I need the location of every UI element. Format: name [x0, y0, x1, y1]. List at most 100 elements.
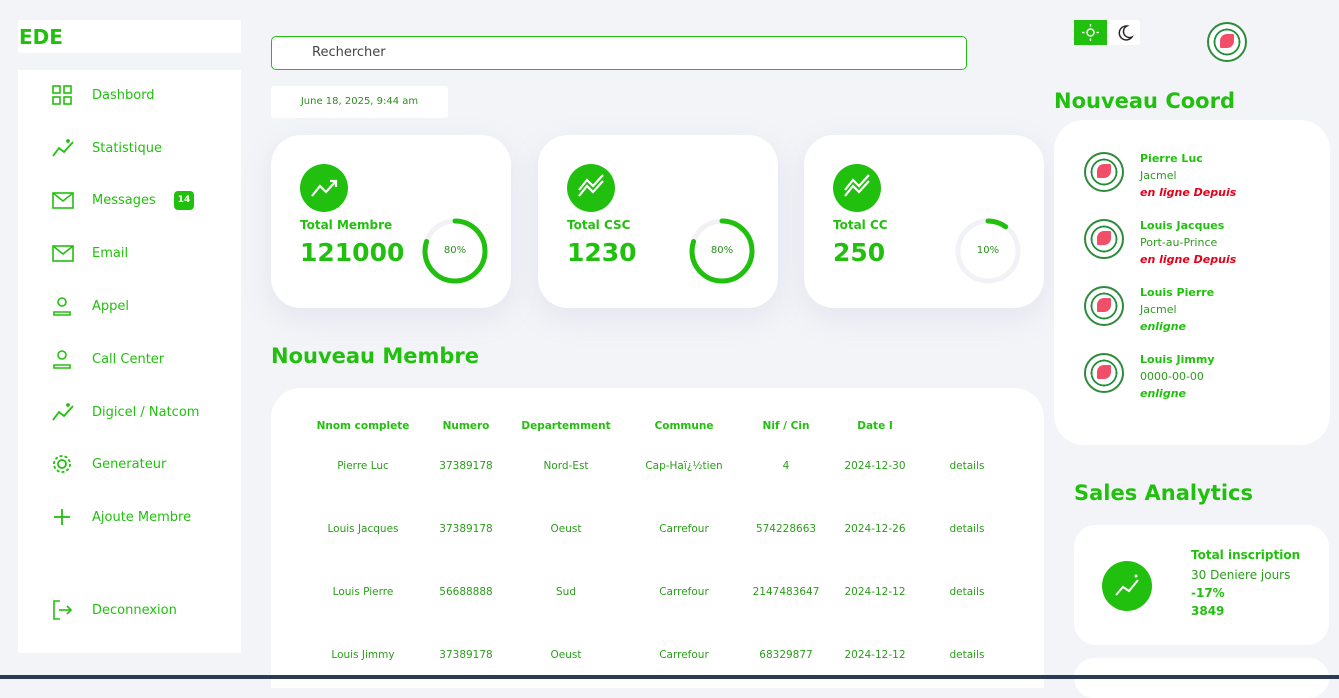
bottom-bar: [0, 675, 1339, 679]
coord-entry: Louis Jimmy 0000-00-00 enligne: [1140, 351, 1215, 402]
card-icon: [567, 164, 615, 212]
nav-item[interactable]: Digicel / Natcom: [18, 401, 241, 425]
coord-entry: Louis Jacques Port-au-Prince en ligne Depu…: [1140, 217, 1236, 268]
glyph: [311, 180, 337, 197]
card-title: Total CSC: [567, 218, 631, 232]
table-cell: Louis Jimmy: [331, 649, 395, 661]
table-cell: Oeust: [550, 649, 582, 661]
table-cell: Louis Pierre: [332, 586, 394, 598]
brand: EDE: [18, 20, 241, 53]
members-title: Nouveau Membre: [271, 344, 479, 368]
sales-icon: [1102, 561, 1152, 611]
nav-item[interactable]: Dashbord: [18, 84, 241, 108]
progress-ring: [689, 218, 755, 284]
nav-item[interactable]: Ajoute Membre: [18, 506, 241, 530]
coord-place: Jacmel: [1140, 169, 1177, 182]
table-cell: Sud: [556, 586, 576, 598]
table-cell: Nord-Est: [543, 460, 589, 472]
stat-card: Total Membre 121000 80%: [271, 135, 511, 308]
search-placeholder: Rechercher: [312, 45, 386, 60]
table-cell: Louis Jacques: [327, 523, 399, 535]
nav-label[interactable]: Ajoute Membre: [92, 510, 192, 525]
card-percent: 80%: [443, 245, 467, 256]
table-cell: 68329877: [759, 649, 813, 661]
nav-item[interactable]: Statistique: [18, 137, 241, 161]
nav-label[interactable]: Appel: [92, 299, 130, 314]
sales-period: 30 Deniere jours: [1191, 568, 1291, 582]
coord-name: Louis Pierre: [1140, 286, 1215, 299]
nav-label[interactable]: Email: [92, 246, 129, 261]
table-cell: 4: [782, 460, 790, 472]
sales-change: -17%: [1191, 586, 1225, 600]
sidebar: Dashbord Statistique Messages 14 Email Ap…: [18, 70, 241, 653]
table-cell: 2147483647: [752, 586, 820, 598]
sales-total: 3849: [1191, 604, 1225, 618]
coord-name: Louis Jimmy: [1140, 353, 1215, 366]
glyph: [330, 179, 338, 187]
coord-status: enligne: [1140, 320, 1186, 333]
coord-status: en ligne Depuis: [1140, 186, 1237, 199]
details-link: details: [949, 523, 985, 535]
nav-badge: 14: [174, 191, 194, 210]
table-cell: 2024-12-12: [844, 586, 906, 598]
nav-item[interactable]: Appel: [18, 295, 241, 319]
members-table: Nnom complete Numero Departemment Commune Ni…: [271, 388, 1044, 688]
coord-logo: [1084, 219, 1124, 259]
table-header: Nif / Cin: [762, 420, 810, 432]
nav-item[interactable]: Messages 14: [18, 189, 241, 213]
card-icon: [300, 164, 348, 212]
table-header: Commune: [654, 420, 714, 432]
nav-item[interactable]: Generateur: [18, 453, 241, 477]
table-cell: 2024-12-30: [844, 460, 906, 472]
nav-label[interactable]: Messages: [92, 193, 156, 208]
table-header: Nnom complete: [316, 420, 410, 432]
table-header: Numero: [442, 420, 490, 432]
ring-arc: [422, 218, 488, 284]
coord-place: Port-au-Prince: [1140, 236, 1218, 249]
table-header: Date I: [857, 420, 893, 432]
stat-card: Total CC 250 10%: [804, 135, 1044, 308]
coord-place: Jacmel: [1140, 303, 1177, 316]
card-percent: 10%: [976, 245, 1000, 256]
card-value: 250: [833, 238, 886, 267]
brand-text: EDE: [19, 25, 63, 49]
nav-item[interactable]: Email: [18, 242, 241, 266]
card-title: Total CC: [833, 218, 888, 232]
nav-label[interactable]: Generateur: [92, 457, 167, 472]
logout[interactable]: Deconnexion: [18, 599, 241, 623]
nav-label[interactable]: Digicel / Natcom: [92, 405, 200, 420]
table-cell: Cap-Haï¿½tien: [645, 460, 723, 472]
table-cell: Carrefour: [659, 586, 709, 598]
coord-logo: [1084, 152, 1124, 192]
coord-entry: Louis Pierre Jacmel enligne: [1140, 284, 1214, 335]
table-cell: 37389178: [439, 460, 493, 472]
theme-toggle[interactable]: [1074, 20, 1140, 45]
date-text: June 18, 2025, 9:44 am: [300, 96, 419, 107]
table-cell: 2024-12-12: [844, 649, 906, 661]
table-cell: 37389178: [439, 649, 493, 661]
sales-card: Total inscription 30 Deniere jours -17% …: [1074, 525, 1329, 645]
search-input[interactable]: Rechercher: [271, 36, 967, 70]
table-cell: 2024-12-26: [844, 523, 906, 535]
nav-label[interactable]: Statistique: [92, 141, 162, 156]
nav-label[interactable]: Dashbord: [92, 88, 155, 103]
coord-entry: Pierre Luc Jacmel en ligne Depuis: [1140, 150, 1236, 201]
nav-label[interactable]: Call Center: [92, 352, 165, 367]
progress-ring: [422, 218, 488, 284]
glyph: [578, 180, 604, 197]
nav-item[interactable]: Call Center: [18, 348, 241, 372]
ring-arc: [955, 218, 1021, 284]
date-box: June 18, 2025, 9:44 am: [271, 86, 448, 118]
coord-title: Nouveau Coord: [1054, 89, 1235, 113]
details-link: details: [949, 586, 985, 598]
card-icon-glyph: [311, 179, 338, 197]
logout-label[interactable]: Deconnexion: [92, 603, 177, 618]
page: {"brand": "EDE", "nav": [{"label": "Dash…: [0, 20, 1339, 698]
coord-place: 0000-00-00: [1140, 370, 1204, 383]
coord-name: Pierre Luc: [1140, 152, 1203, 165]
table-cell: Oeust: [550, 523, 582, 535]
card-icon: [833, 164, 881, 212]
details-link: details: [949, 649, 985, 661]
glyph: [844, 180, 870, 197]
toggle-icons[interactable]: [1074, 20, 1140, 45]
